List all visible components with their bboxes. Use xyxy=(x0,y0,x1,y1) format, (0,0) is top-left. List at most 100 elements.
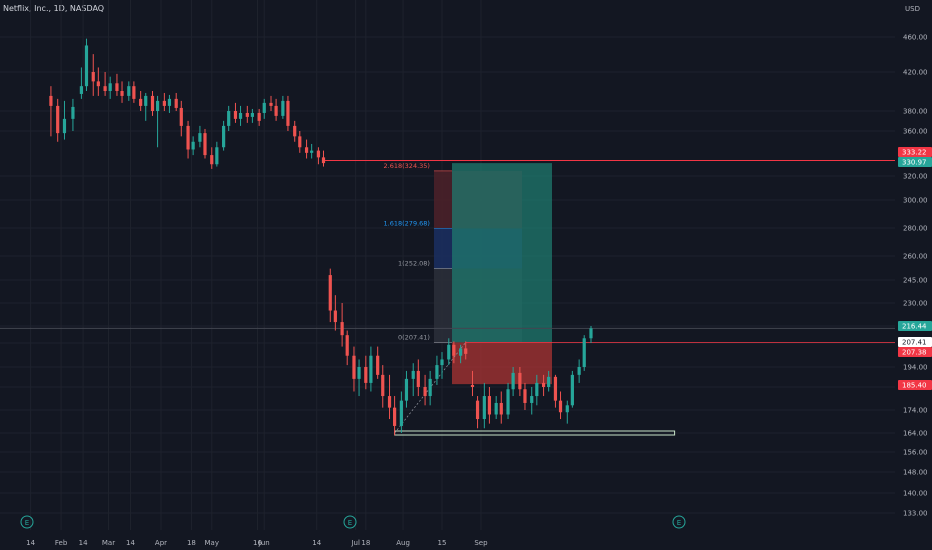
candle xyxy=(459,344,463,364)
candle xyxy=(293,120,297,142)
fib-label: 1(252.08) xyxy=(398,259,430,267)
x-tick-label: 14 xyxy=(79,539,88,547)
x-tick-label: Feb xyxy=(55,539,68,547)
candle xyxy=(570,370,574,408)
candle xyxy=(530,387,534,415)
price-tag: 185.40 xyxy=(898,380,932,390)
fib-label: 2.618(324.35) xyxy=(384,162,430,170)
candle xyxy=(108,76,112,99)
candle-body xyxy=(582,338,586,367)
price-tag: 216.44 xyxy=(898,321,932,331)
candle xyxy=(304,139,309,159)
candle xyxy=(257,108,261,126)
price-tag-value: 207.41 xyxy=(902,339,927,347)
candle xyxy=(547,370,551,392)
candle-body xyxy=(155,100,160,111)
price-tag: 333.22 xyxy=(898,147,932,157)
candle-body xyxy=(440,359,444,366)
candles xyxy=(49,38,593,436)
candle-body xyxy=(233,111,238,119)
x-tick-label: Jun xyxy=(258,539,270,547)
candle-body xyxy=(316,150,321,158)
candle xyxy=(150,91,155,116)
candle-body xyxy=(91,72,95,82)
candle xyxy=(523,382,527,410)
x-tick-label: Mar xyxy=(102,539,115,547)
candle-body xyxy=(186,125,190,150)
candle xyxy=(499,391,503,424)
candle xyxy=(91,54,95,96)
y-tick-label: 460.00 xyxy=(903,34,928,42)
candle-body xyxy=(565,405,569,413)
candle xyxy=(298,131,302,153)
candle-body xyxy=(203,133,207,156)
price-tag-value: 216.44 xyxy=(902,323,927,331)
y-tick-label: 230.00 xyxy=(903,300,928,308)
candle-body xyxy=(494,402,498,415)
candle xyxy=(198,125,202,148)
candle-body xyxy=(71,106,75,119)
candle xyxy=(328,268,332,323)
candle xyxy=(376,346,380,379)
y-tick-label: 194.00 xyxy=(903,364,928,372)
x-tick-label: 18 xyxy=(187,539,196,547)
candle xyxy=(155,95,160,148)
candle xyxy=(174,92,178,111)
candle xyxy=(115,73,119,96)
candle xyxy=(222,120,226,151)
earnings-icon xyxy=(20,515,34,529)
candle-body xyxy=(120,91,124,96)
price-tag-bg xyxy=(898,321,932,331)
candle xyxy=(404,370,409,408)
price-tags: 333.22 330.97 216.44 207.41 207.38 185.40 xyxy=(898,147,932,390)
candle xyxy=(191,136,195,156)
candle xyxy=(357,359,361,397)
candle-body xyxy=(144,95,148,106)
candle-body xyxy=(523,389,527,403)
candle xyxy=(506,382,510,420)
candle xyxy=(245,105,249,123)
candle xyxy=(233,102,238,123)
earnings-letter: E xyxy=(677,519,681,527)
x-tick-label: Aug xyxy=(396,539,410,547)
candle-body xyxy=(162,100,166,106)
candle xyxy=(535,374,539,406)
candle-body xyxy=(222,125,226,148)
candle xyxy=(71,98,75,131)
x-tick-label: Apr xyxy=(155,539,167,547)
candle xyxy=(369,346,373,392)
candle-body xyxy=(387,396,392,408)
candle xyxy=(79,67,83,99)
candle-body xyxy=(487,396,492,415)
candle-body xyxy=(167,98,172,106)
candle-body xyxy=(127,86,131,96)
candle xyxy=(84,38,89,92)
candle xyxy=(238,105,243,126)
candle xyxy=(577,359,581,383)
x-tick-label: 14 xyxy=(26,539,35,547)
candle-body xyxy=(132,86,136,99)
y-tick-label: 360.00 xyxy=(903,128,928,136)
candle xyxy=(269,95,273,111)
candle-body xyxy=(115,83,119,92)
chart-title: Netflix, Inc., 1D, NASDAQ xyxy=(3,4,105,13)
candle xyxy=(139,91,143,111)
x-tick-label: 18 xyxy=(361,539,370,547)
candle-body xyxy=(139,98,143,106)
candle xyxy=(352,346,356,392)
candle xyxy=(281,95,285,119)
candle-body xyxy=(447,344,451,360)
price-tag-value: 333.22 xyxy=(902,149,927,157)
candle xyxy=(186,120,190,159)
x-tick-label: 15 xyxy=(438,539,447,547)
y-tick-label: 300.00 xyxy=(903,197,928,205)
candle xyxy=(227,105,231,131)
candle-body xyxy=(56,105,60,134)
candle xyxy=(589,326,593,343)
price-tag-bg xyxy=(898,337,932,347)
candle xyxy=(464,341,468,360)
fibonacci-zones xyxy=(433,163,553,385)
candle-body xyxy=(553,376,558,401)
